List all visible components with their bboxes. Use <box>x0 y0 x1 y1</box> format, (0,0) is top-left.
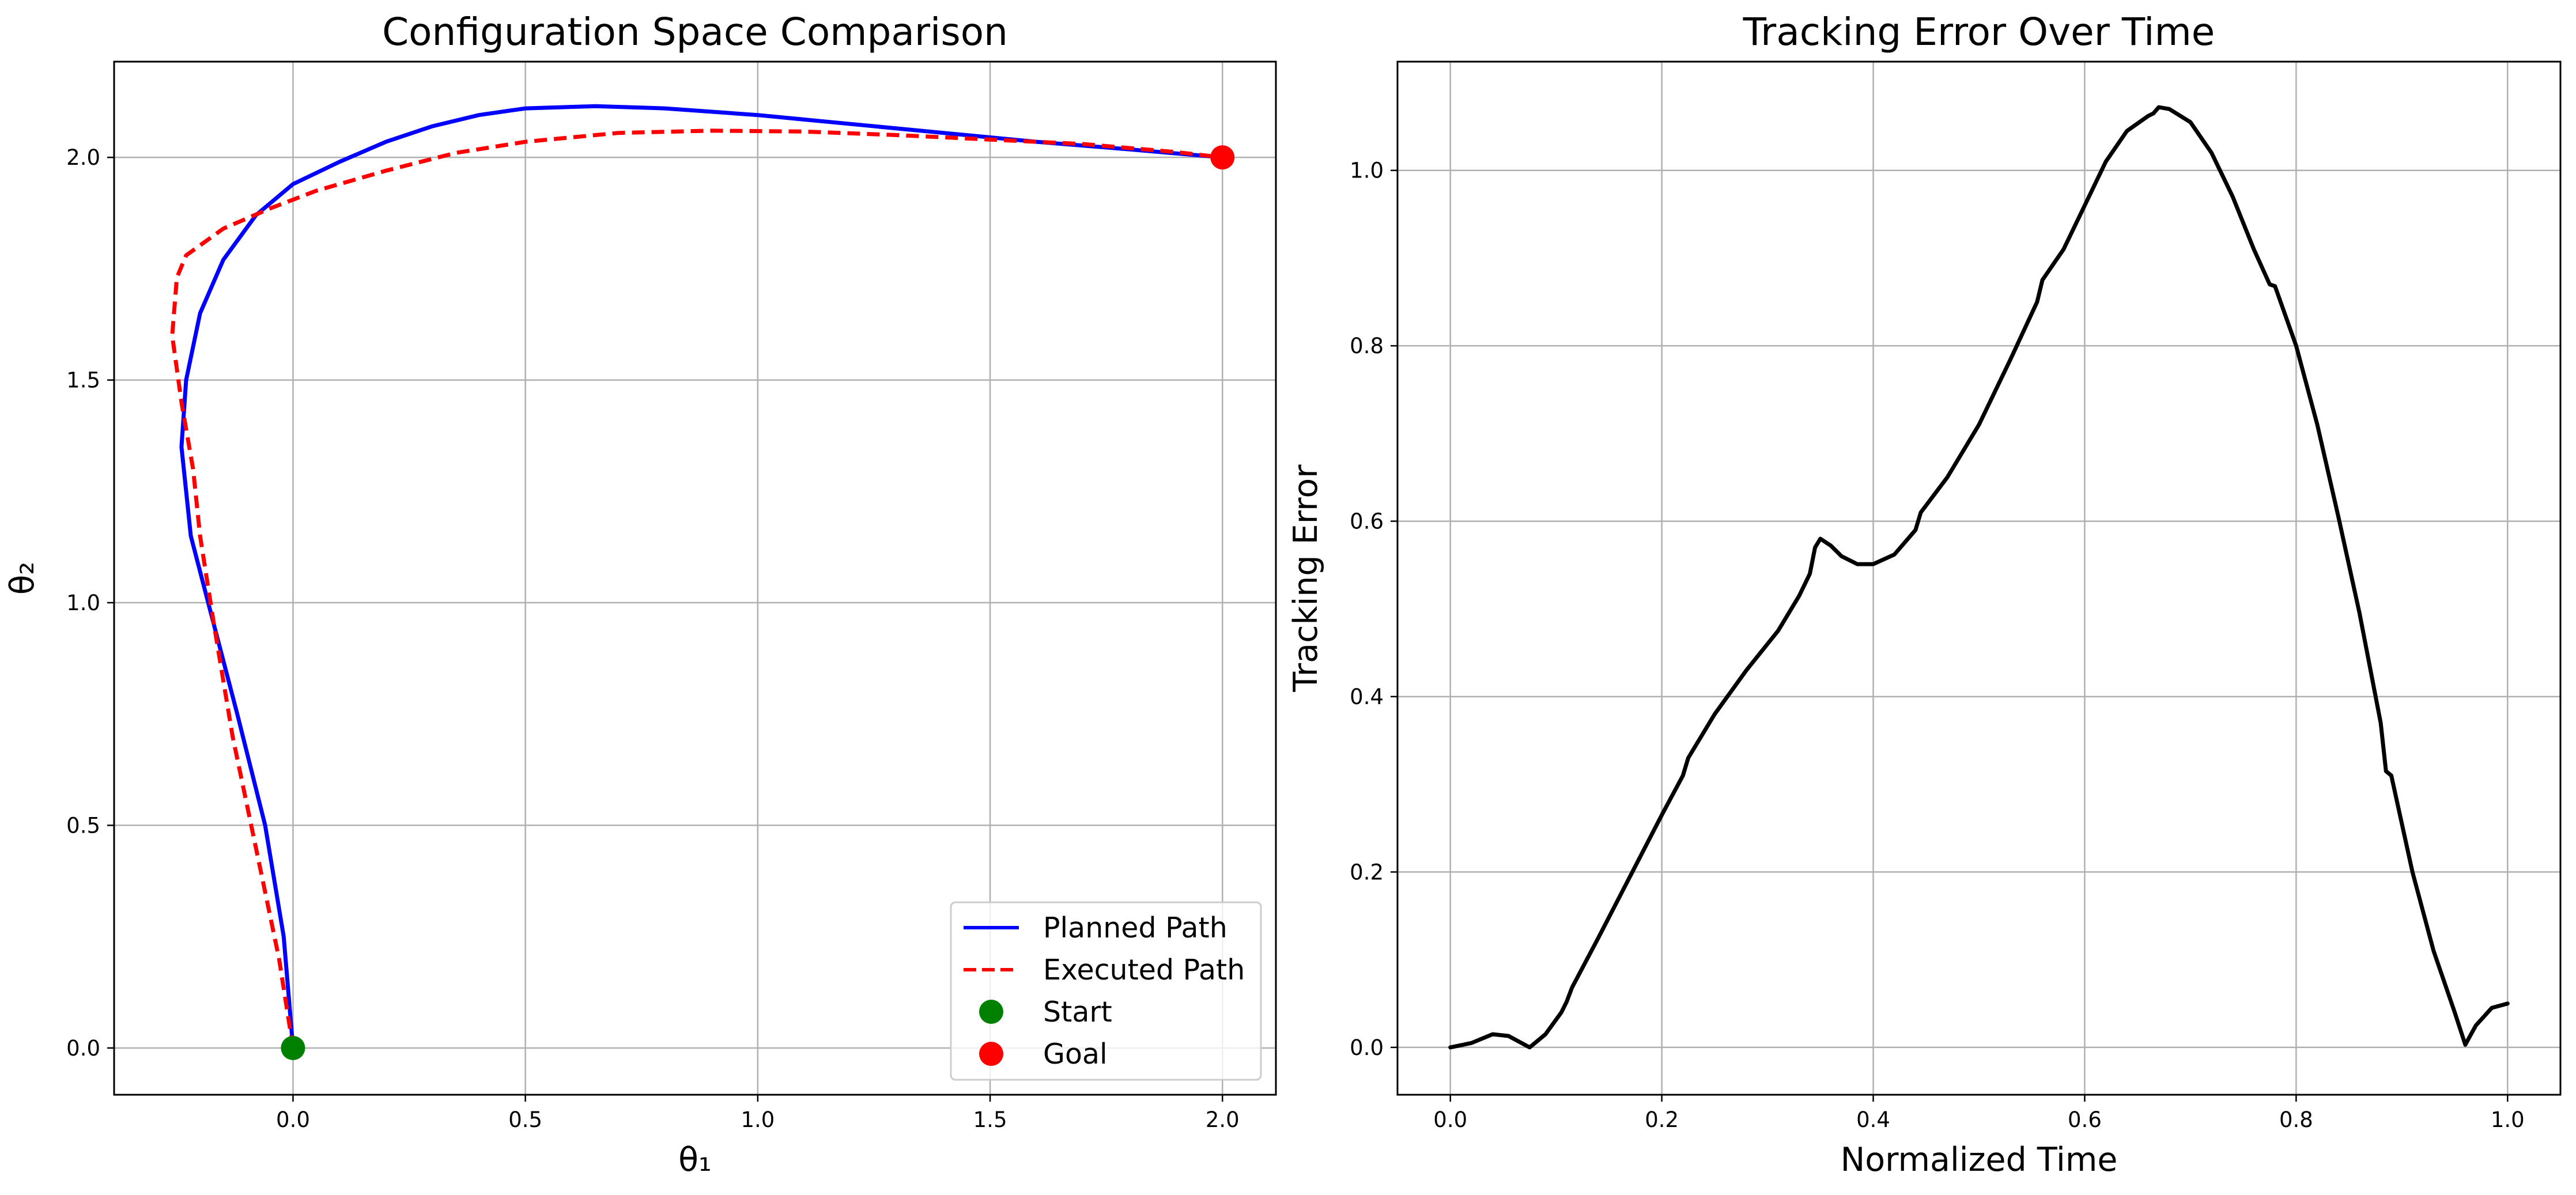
error-line <box>1448 105 2510 1050</box>
y-tick-label: 2.0 <box>66 145 100 170</box>
y-tick-label: 0.8 <box>1350 334 1384 358</box>
legend-executed-path-label: Executed Path <box>1043 954 1245 986</box>
goal-marker <box>1210 145 1235 170</box>
chart-title: Configuration Space Comparison <box>382 10 1008 54</box>
legend-planned-path-label: Planned Path <box>1043 912 1227 944</box>
y-axis-label: θ₂ <box>3 562 41 595</box>
x-tick-label: 1.0 <box>2491 1107 2525 1132</box>
y-tick-label: 1.5 <box>66 368 100 393</box>
legend-goal-label: Goal <box>1043 1038 1108 1071</box>
y-tick-label: 0.2 <box>1350 860 1384 884</box>
y-tick-label: 0.4 <box>1350 685 1384 709</box>
y-tick-label: 0.0 <box>66 1036 100 1061</box>
y-tick-label: 1.0 <box>1350 158 1384 183</box>
x-tick-label: 0.5 <box>508 1107 542 1132</box>
legend-start-marker <box>979 1000 1003 1024</box>
x-axis-label: Normalized Time <box>1841 1141 2118 1179</box>
x-tick-label: 1.5 <box>973 1107 1007 1132</box>
tracking-error-chart: 0.0 0.2 0.4 0.6 0.8 1.0 0.0 0.2 0.4 0.6 0.8 1.0 Tra… <box>1287 10 2562 1179</box>
y-tick-label: 0.0 <box>1350 1035 1384 1060</box>
y-axis-label: Tracking Error <box>1287 464 1325 693</box>
configuration-space-chart: 0.0 0.5 1.0 1.5 2.0 0.0 0.5 1.0 1.5 2.0 Configura… <box>3 10 1277 1179</box>
chart-title: Tracking Error Over Time <box>1743 10 2215 54</box>
x-tick-label: 0.4 <box>1856 1107 1890 1132</box>
legend-box <box>950 901 1262 1081</box>
x-tick-label: 0.0 <box>1433 1107 1467 1132</box>
start-marker <box>281 1035 305 1060</box>
legend: Planned Path Executed Path Start Goal <box>950 901 1262 1081</box>
x-tick-label: 2.0 <box>1206 1107 1240 1132</box>
legend-goal-marker <box>979 1042 1003 1066</box>
x-tick-label: 0.2 <box>1645 1107 1679 1132</box>
executed-path-line <box>170 128 1223 1049</box>
plot-frame <box>1396 60 2562 1096</box>
plot-frame <box>113 60 1277 1096</box>
legend-start-label: Start <box>1043 996 1112 1028</box>
x-axis-label: θ₁ <box>678 1141 712 1179</box>
x-tick-label: 0.6 <box>2068 1107 2102 1132</box>
x-tick-label: 0.0 <box>276 1107 310 1132</box>
y-tick-label: 0.5 <box>66 813 100 838</box>
y-tick-label: 1.0 <box>66 591 100 615</box>
y-tick-label: 0.6 <box>1350 509 1384 534</box>
x-tick-label: 1.0 <box>741 1107 775 1132</box>
x-tick-label: 0.8 <box>2279 1107 2313 1132</box>
